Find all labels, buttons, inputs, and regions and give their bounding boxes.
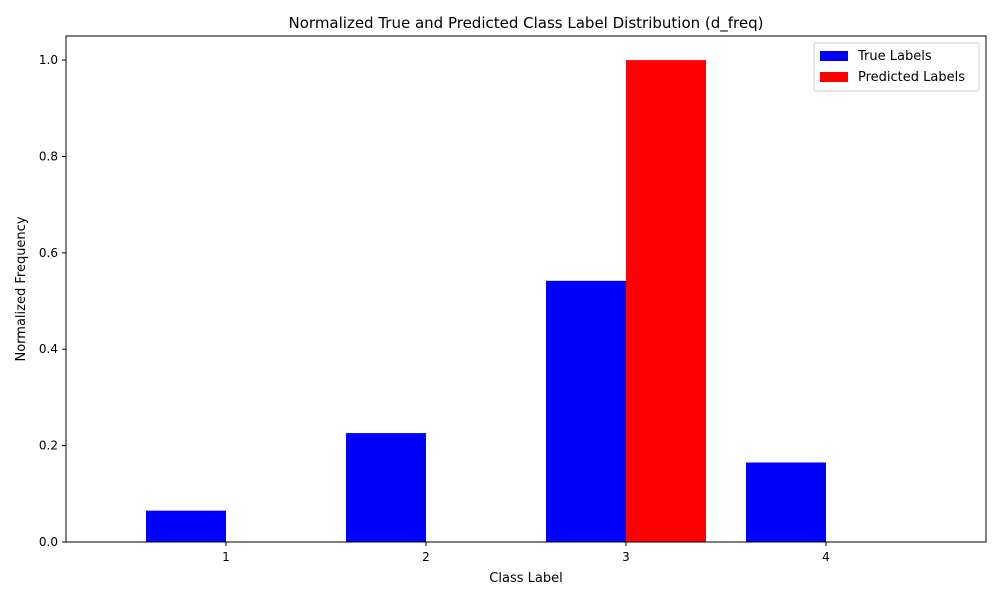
bars-group (146, 60, 826, 542)
bar-true-labels-2 (346, 433, 426, 542)
bar-true-labels-1 (146, 510, 226, 542)
y-axis-label: Normalized Frequency (14, 216, 29, 361)
y-tick-label: 0.4 (39, 342, 58, 356)
x-tick-label: 4 (822, 550, 830, 564)
x-axis-label: Class Label (489, 571, 562, 586)
legend-box (813, 42, 980, 92)
bar-true-labels-3 (546, 280, 626, 542)
bar-true-labels-4 (746, 462, 826, 542)
y-tick-label: 1.0 (39, 53, 58, 67)
legend-swatch (820, 72, 848, 82)
y-tick-label: 0.6 (39, 246, 58, 260)
legend-label: Predicted Labels (858, 70, 965, 85)
plot-frame (65, 35, 987, 543)
x-tick-label: 3 (622, 550, 630, 564)
y-axis: 0.0 0.2 0.4 0.6 0.8 1.0 (39, 53, 66, 549)
chart-title: Normalized True and Predicted Class Labe… (289, 14, 764, 33)
y-tick-label: 0.0 (39, 535, 58, 549)
legend-swatch (820, 51, 848, 61)
y-tick-label: 0.2 (39, 439, 58, 453)
x-tick-label: 2 (422, 550, 430, 564)
bar-predicted-labels-3 (626, 60, 706, 542)
y-tick-label: 0.8 (39, 149, 58, 163)
x-axis: 1 2 3 4 (222, 542, 830, 564)
x-tick-label: 1 (222, 550, 230, 564)
legend: True Labels Predicted Labels (813, 42, 980, 92)
legend-label: True Labels (857, 49, 932, 64)
